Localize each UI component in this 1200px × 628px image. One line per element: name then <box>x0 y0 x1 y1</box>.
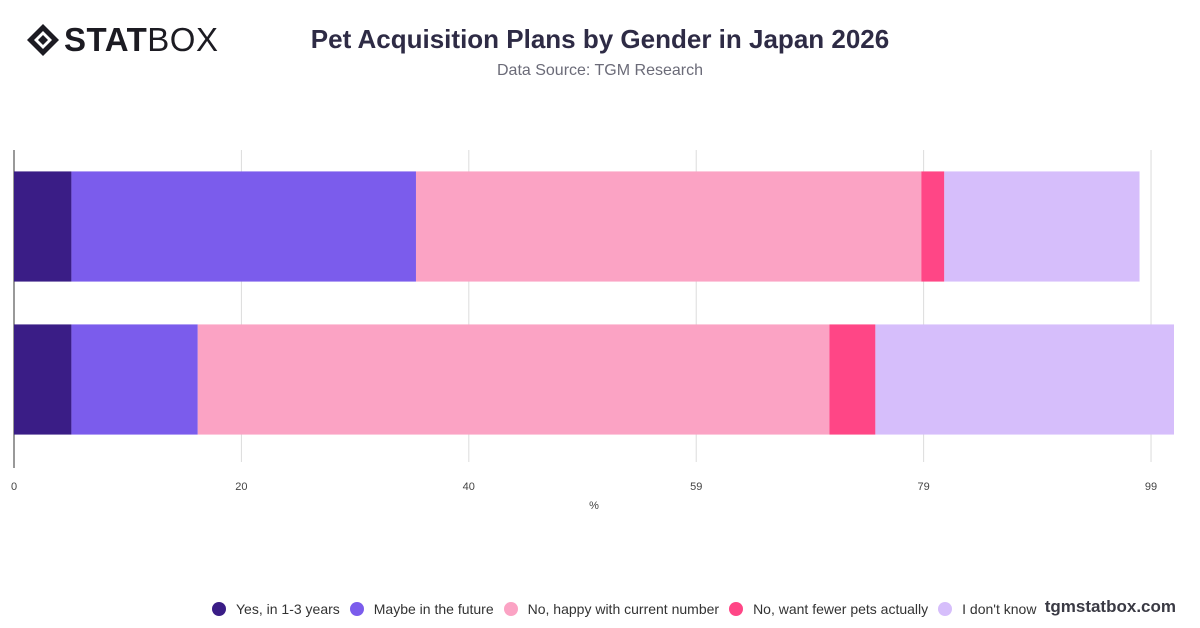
logo-text-light: BOX <box>147 21 219 58</box>
x-tick-label: 59 <box>690 481 702 493</box>
x-tick-label: 99 <box>1145 481 1157 493</box>
legend-label: No, happy with current number <box>527 601 720 617</box>
bar-segment <box>829 324 876 435</box>
legend-item[interactable]: Maybe in the future <box>349 601 494 617</box>
legend-item[interactable]: Yes, in 1-3 years <box>212 601 340 617</box>
bar-segment <box>14 324 72 435</box>
bar-segment <box>71 171 416 282</box>
chart-legend: Yes, in 1-3 years Maybe in the future No, … <box>212 601 1046 617</box>
logo-text: STATBOX <box>64 22 218 58</box>
brand-url: tgmstatbox.com <box>1044 597 1176 616</box>
bar-segment <box>921 171 945 282</box>
legend-label: No, want fewer pets actually <box>753 601 929 617</box>
bar-segment <box>944 171 1140 282</box>
x-tick-label: 0 <box>11 481 17 493</box>
x-axis-label: % <box>589 500 599 512</box>
legend-swatch <box>349 602 364 616</box>
bar-segment <box>14 171 72 282</box>
x-tick-label: 40 <box>463 481 475 493</box>
legend-item[interactable]: No, want fewer pets actually <box>729 601 928 617</box>
chart-title: Pet Acquisition Plans by Gender in Japan… <box>310 24 890 54</box>
statbox-logo: STATBOX <box>26 22 218 58</box>
legend-label: Maybe in the future <box>373 601 494 617</box>
statbox-diamond-icon <box>27 24 59 56</box>
legend-item[interactable]: I don't know <box>938 601 1036 617</box>
legend-label: I don't know <box>962 601 1037 617</box>
chart-subtitle: Data Source: TGM Research <box>496 62 703 79</box>
bar-segment <box>71 324 198 435</box>
legend-label: Yes, in 1-3 years <box>236 601 340 617</box>
logo-text-bold: STAT <box>64 21 148 58</box>
bar-segment <box>197 324 830 435</box>
x-tick-label: 79 <box>917 481 929 493</box>
legend-swatch <box>212 602 226 616</box>
legend-swatch <box>729 602 744 616</box>
legend-swatch <box>938 602 953 616</box>
bar-segment <box>875 324 1174 435</box>
x-tick-label: 20 <box>235 481 247 493</box>
legend-swatch <box>503 602 518 616</box>
bar-segment <box>415 171 922 282</box>
legend-item[interactable]: No, happy with current number <box>503 601 720 617</box>
